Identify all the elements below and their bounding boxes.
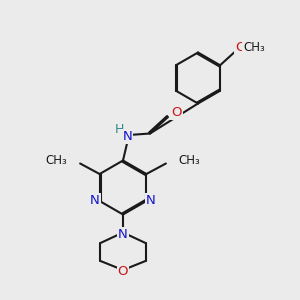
Text: O: O <box>118 265 128 278</box>
Text: N: N <box>118 228 128 242</box>
Text: N: N <box>146 194 156 208</box>
Text: H: H <box>115 123 124 136</box>
Text: CH₃: CH₃ <box>178 154 200 167</box>
Text: O: O <box>235 41 245 54</box>
Text: CH₃: CH₃ <box>243 41 265 54</box>
Text: N: N <box>123 130 132 143</box>
Text: CH₃: CH₃ <box>46 154 68 167</box>
Text: O: O <box>171 106 182 119</box>
Text: N: N <box>90 194 100 208</box>
